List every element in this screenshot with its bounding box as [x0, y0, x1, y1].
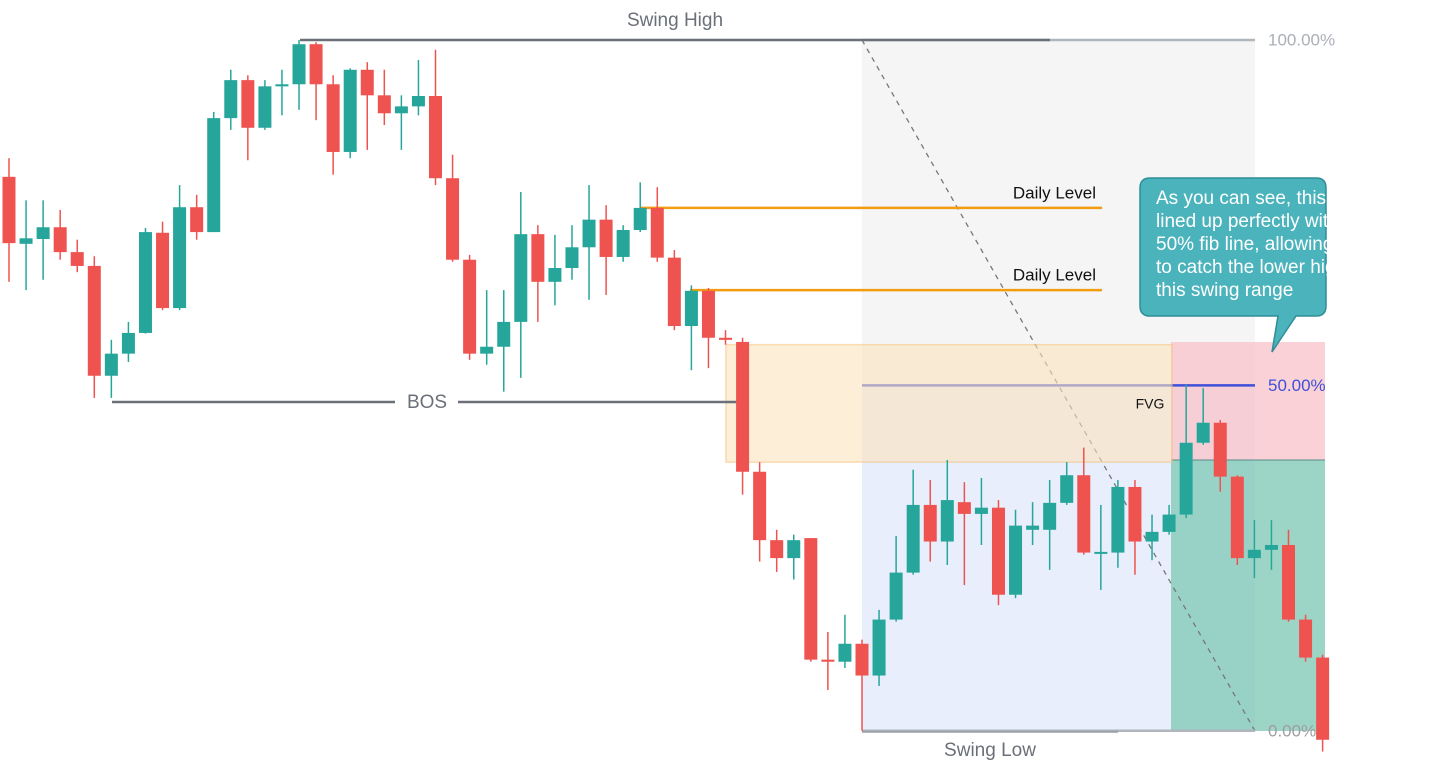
candle-body	[326, 84, 340, 152]
candle-body	[957, 502, 971, 514]
candle-body	[1145, 531, 1159, 542]
candle-body	[156, 232, 170, 309]
candle-body	[1179, 442, 1193, 515]
candle-body	[394, 106, 408, 114]
candle-body	[1247, 549, 1261, 559]
candle-body	[719, 337, 733, 340]
candle-body	[667, 257, 681, 327]
candle-body	[940, 500, 954, 542]
candle-body	[1077, 475, 1091, 553]
candle-body	[753, 471, 767, 541]
candle-body	[224, 80, 238, 119]
candle-body	[770, 540, 784, 559]
candle-body	[633, 207, 647, 231]
candle-body	[360, 69, 374, 96]
candle-body	[821, 659, 835, 662]
candle-body	[582, 219, 596, 248]
candle-body	[309, 44, 323, 85]
candle-body	[548, 268, 562, 282]
swing-high-label: Swing High	[627, 10, 723, 31]
candle-body	[531, 234, 545, 282]
fib-label: 50.00%	[1268, 376, 1326, 395]
fib-diagonal	[861, 39, 1256, 732]
candle-body	[258, 86, 272, 128]
candle-body	[53, 227, 67, 253]
candle-body	[974, 507, 988, 514]
target-zone	[1171, 460, 1325, 731]
candle-body	[616, 230, 630, 257]
candle-body	[804, 538, 818, 660]
candle-body	[565, 247, 579, 269]
candle-body	[1299, 619, 1313, 658]
candle-body	[599, 219, 613, 257]
callout-text: 50% fib line, allowing me	[1156, 234, 1365, 255]
candle-body	[173, 207, 187, 309]
candle-body	[684, 290, 698, 327]
fib-label: 0.00%	[1268, 721, 1316, 740]
candle-body	[19, 238, 33, 244]
candle-body	[190, 207, 204, 233]
candle-body	[36, 227, 50, 239]
candle-body	[241, 80, 255, 128]
candle-body	[70, 252, 84, 266]
candle-body	[1213, 422, 1227, 477]
candle-body	[701, 290, 715, 338]
callout-text: to catch the lower high in	[1156, 257, 1366, 278]
candle-body	[650, 207, 664, 258]
callout-text: As you can see, this FVG	[1156, 188, 1370, 209]
candle-body	[889, 572, 903, 620]
bos-label: BOS	[407, 392, 447, 413]
candle-body	[292, 44, 306, 85]
callout-box	[1139, 177, 1327, 353]
candle-body	[1043, 502, 1057, 530]
candle-body	[121, 332, 135, 354]
candle-body	[446, 178, 460, 260]
callout-text: this swing range	[1156, 280, 1293, 301]
candle-body	[377, 95, 391, 114]
candle-body	[1196, 422, 1210, 443]
candle-body	[104, 353, 118, 376]
candle-body	[1026, 525, 1040, 530]
candle-body	[1060, 475, 1074, 503]
candle-body	[463, 259, 477, 354]
candle-body	[480, 346, 494, 354]
candle-body	[207, 118, 221, 233]
candle-body	[855, 643, 869, 676]
callout-text: lined up perfectly with the	[1156, 211, 1370, 232]
candle-body	[1316, 657, 1330, 740]
swing-low-label: Swing Low	[944, 740, 1036, 761]
candle-body	[906, 504, 920, 573]
candle-body	[1094, 551, 1108, 554]
stop-zone	[1171, 342, 1325, 460]
candle-body	[991, 507, 1005, 595]
candle-body	[1230, 476, 1244, 559]
candle-body	[2, 176, 16, 244]
candle-body	[787, 540, 801, 559]
candle-body	[1111, 486, 1125, 553]
candle-body	[1264, 544, 1278, 550]
daily-level-label: Daily Level	[1013, 266, 1096, 285]
candle-body	[736, 341, 750, 472]
daily-level-label: Daily Level	[1013, 183, 1096, 202]
candle-body	[87, 265, 101, 376]
candle-body	[497, 321, 511, 347]
candle-body	[1128, 486, 1142, 542]
candle-body	[275, 84, 289, 87]
candle-body	[1162, 514, 1176, 532]
candle-body	[838, 643, 852, 662]
candle-body	[343, 69, 357, 152]
fvg-label: FVG	[1136, 396, 1165, 412]
candle-body	[514, 234, 528, 322]
candle-body	[411, 96, 425, 107]
fvg-zone	[725, 343, 1173, 463]
fib-label: 100.00%	[1268, 31, 1335, 50]
candle-body	[138, 232, 152, 333]
candle-body	[872, 619, 886, 676]
candle-body	[1009, 525, 1023, 595]
candle-body	[923, 504, 937, 542]
candle-body	[1282, 544, 1295, 620]
candle-body	[429, 96, 442, 179]
